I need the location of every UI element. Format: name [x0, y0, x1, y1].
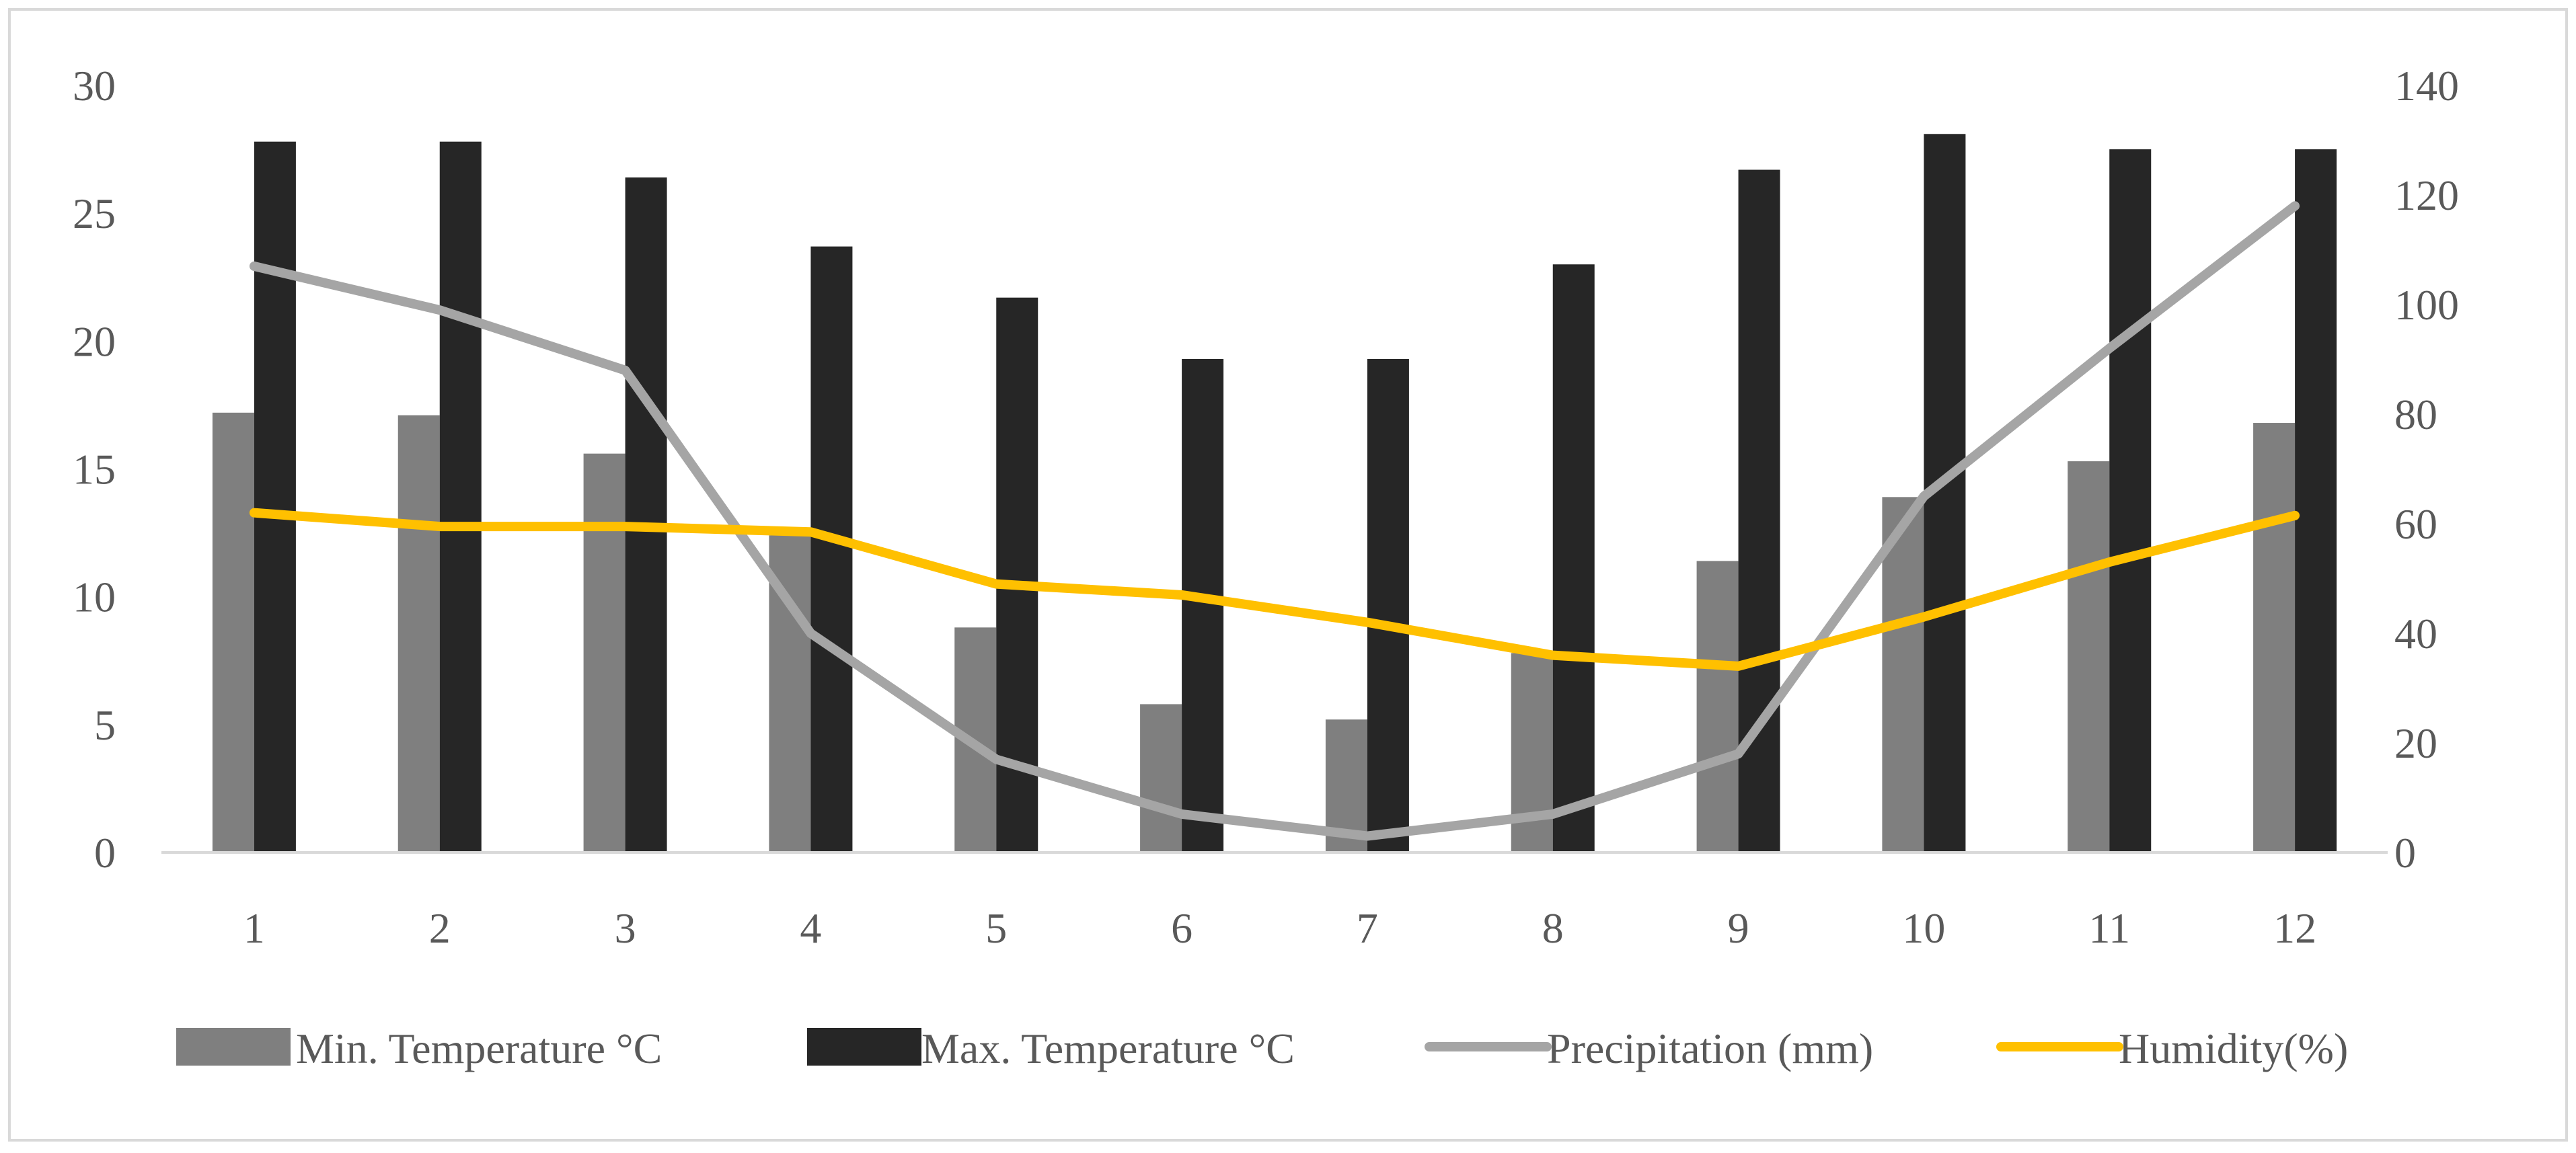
bar-min-temp-1 — [212, 412, 254, 852]
bar-max-temp-11 — [2109, 149, 2152, 852]
x-tick-label: 5 — [985, 904, 1007, 952]
x-tick-label: 4 — [800, 904, 821, 952]
bar-max-temp-6 — [1182, 358, 1224, 852]
y-right-tick-label: 40 — [2394, 610, 2437, 658]
legend-label-max-temp: Max. Temperature °C — [921, 1025, 1295, 1072]
bar-max-temp-1 — [254, 141, 296, 852]
legend-swatch-min-temp — [176, 1028, 291, 1066]
y-right-tick-label: 120 — [2394, 171, 2459, 219]
bar-max-temp-8 — [1552, 264, 1595, 852]
y-left-tick-label: 25 — [73, 190, 116, 237]
y-right-tick-label: 80 — [2394, 391, 2437, 438]
x-tick-label: 11 — [2088, 904, 2130, 952]
humidity-line — [249, 508, 2300, 671]
bar-max-temp-12 — [2295, 149, 2337, 852]
x-tick-label: 7 — [1357, 904, 1378, 952]
bar-min-temp-2 — [397, 415, 440, 852]
bar-min-temp-11 — [2068, 461, 2110, 852]
y-left-tick-label: 15 — [73, 446, 116, 493]
y-right-tick-label: 60 — [2394, 500, 2437, 548]
y-left-tick-label: 20 — [73, 317, 116, 365]
y-right-tick-label: 100 — [2394, 281, 2459, 329]
bar-min-temp-6 — [1140, 704, 1182, 852]
chart-border — [8, 8, 2568, 1142]
y-left-tick-label: 10 — [73, 573, 116, 621]
y-right-tick-label: 0 — [2394, 829, 2416, 877]
bar-min-temp-3 — [583, 453, 626, 852]
x-tick-label: 6 — [1171, 904, 1192, 952]
y-right-tick-label: 20 — [2394, 719, 2437, 767]
precipitation-line — [249, 201, 2300, 841]
legend: Min. Temperature °C Max. Temperature °C Pr… — [176, 1025, 2348, 1072]
x-tick-label: 1 — [243, 904, 265, 952]
y-left-tick-label: 5 — [94, 701, 116, 749]
bar-max-temp-2 — [439, 141, 482, 852]
x-tick-label: 8 — [1542, 904, 1564, 952]
bar-min-temp-9 — [1696, 561, 1739, 852]
legend-swatch-max-temp — [807, 1028, 921, 1066]
x-tick-label: 10 — [1902, 904, 1945, 952]
bar-max-temp-3 — [625, 177, 667, 852]
bar-min-temp-10 — [1882, 497, 1924, 852]
lines-layer — [249, 201, 2300, 841]
y-left-tick-label: 0 — [94, 829, 116, 877]
bar-max-temp-7 — [1367, 358, 1409, 852]
bar-max-temp-4 — [810, 246, 853, 852]
legend-label-precipitation: Precipitation (mm) — [1547, 1025, 1873, 1072]
bar-min-temp-12 — [2253, 423, 2296, 852]
x-tick-label: 9 — [1728, 904, 1749, 952]
x-tick-label: 12 — [2273, 904, 2316, 952]
x-tick-label: 3 — [615, 904, 636, 952]
legend-label-min-temp: Min. Temperature °C — [296, 1025, 662, 1072]
x-tick-label: 2 — [429, 904, 451, 952]
legend-label-humidity: Humidity(%) — [2119, 1025, 2348, 1072]
y-left-tick-label: 30 — [73, 62, 116, 110]
y-right-tick-label: 140 — [2394, 62, 2459, 110]
